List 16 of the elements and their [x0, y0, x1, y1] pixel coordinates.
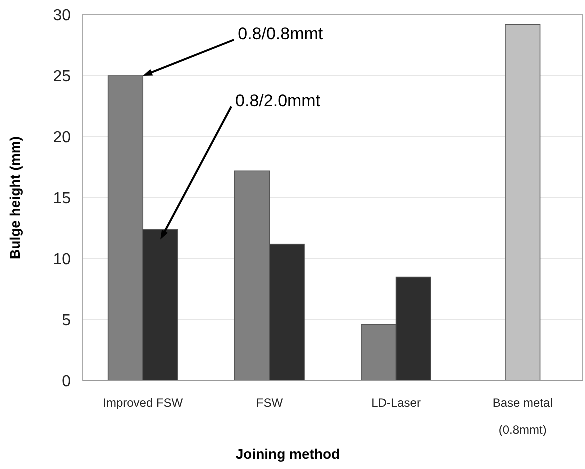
- y-tick-label: 25: [53, 68, 72, 86]
- y-tick-label: 10: [53, 252, 72, 269]
- text: 0.8/0.8mmt: [238, 24, 324, 44]
- y-tick-label: 15: [53, 190, 72, 208]
- x-tick-label: LD-Laser: [372, 396, 421, 410]
- bar: [505, 24, 541, 382]
- text: 0.8/2.0mmt: [236, 91, 321, 110]
- y-tick-label: 5: [62, 312, 72, 330]
- x-tick-label: FSW: [256, 396, 284, 410]
- y-axis-title: Bulge height (mm): [7, 136, 23, 260]
- x-tick-label: Improved FSW: [103, 396, 184, 410]
- x-tick-label: Base metal (0.8mmt): [492, 396, 553, 437]
- y-tick-label: 0: [62, 374, 72, 391]
- x-axis-title: Joining method: [236, 446, 340, 462]
- y-tick-label: 20: [53, 130, 72, 147]
- y-tick-label: 30: [53, 8, 72, 25]
